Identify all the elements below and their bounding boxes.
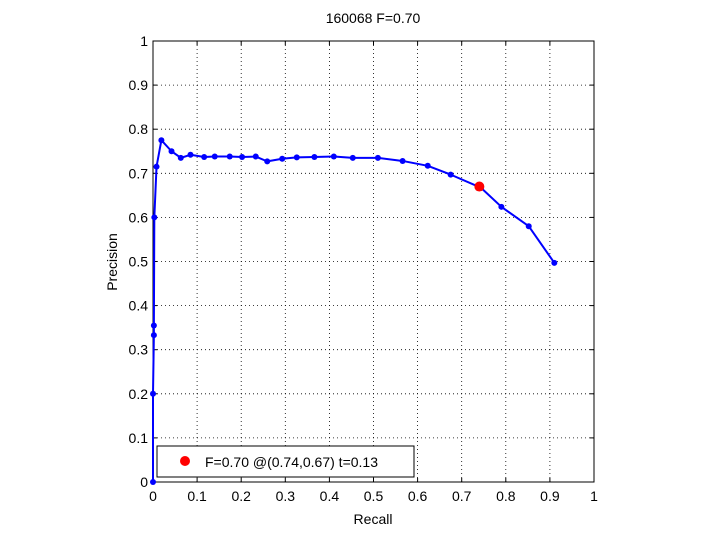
y-tick-label: 0.2 [129,386,149,402]
data-point [150,479,156,485]
data-point [252,153,259,160]
y-tick-label: 0.3 [129,342,149,358]
data-point [177,154,184,161]
data-point [399,157,406,164]
x-tick-label: 0.1 [187,488,207,504]
data-point [293,154,300,161]
x-tick-label: 0.4 [320,488,340,504]
data-point [374,154,381,161]
chart-title: 160068 F=0.70 [326,10,421,26]
data-point [153,163,160,170]
x-tick-label: 0.7 [452,488,472,504]
data-point [226,153,233,160]
legend-marker [180,456,190,466]
grid [153,41,594,482]
y-tick-label: 0.4 [129,298,149,314]
data-point [525,223,532,230]
y-tick-label: 0 [140,474,148,490]
y-tick-labels: 0 0.1 0.2 0.3 0.4 0.5 0.6 0.7 0.8 0.9 1 [129,33,149,490]
y-tick-label: 0.6 [129,209,149,225]
x-tick-label: 0.8 [496,488,516,504]
y-tick-label: 0.8 [129,121,149,137]
legend: F=0.70 @(0.74,0.67) t=0.13 [156,445,415,478]
data-point [447,171,454,178]
y-tick-label: 0.5 [129,254,149,270]
x-tick-labels: 0 0.1 0.2 0.3 0.4 0.5 0.6 0.7 0.8 0.9 1 [149,488,598,504]
series-layer [150,137,558,485]
y-tick-label: 0.9 [129,77,149,93]
data-point [349,154,356,161]
data-point [168,148,175,155]
x-tick-label: 0.9 [540,488,560,504]
best-f-point [474,181,485,192]
data-point [551,259,558,266]
x-tick-label: 0.3 [276,488,296,504]
data-point [424,162,431,169]
data-point [150,390,156,397]
x-tick-label: 0.6 [408,488,428,504]
legend-entry: F=0.70 @(0.74,0.67) t=0.13 [205,454,378,470]
data-point [330,153,337,160]
legend-box [156,445,415,478]
data-point [201,153,208,160]
data-point [239,153,246,160]
data-point [211,153,218,160]
y-axis-label: Precision [104,233,120,291]
data-point [498,203,505,210]
x-axis-label: Recall [354,511,393,527]
y-tick-label: 0.7 [129,165,149,181]
x-tick-label: 0.5 [364,488,384,504]
x-tick-label: 0.2 [231,488,251,504]
data-point [264,158,271,165]
x-tick-label: 1 [590,488,598,504]
y-tick-label: 0.1 [129,430,149,446]
data-point [187,151,194,158]
data-point [279,155,286,162]
y-tick-label: 1 [140,33,148,49]
data-point [150,322,157,329]
data-point [150,332,157,339]
data-point [158,137,165,144]
data-point [311,153,318,160]
x-tick-label: 0 [149,488,157,504]
data-point [151,214,158,221]
